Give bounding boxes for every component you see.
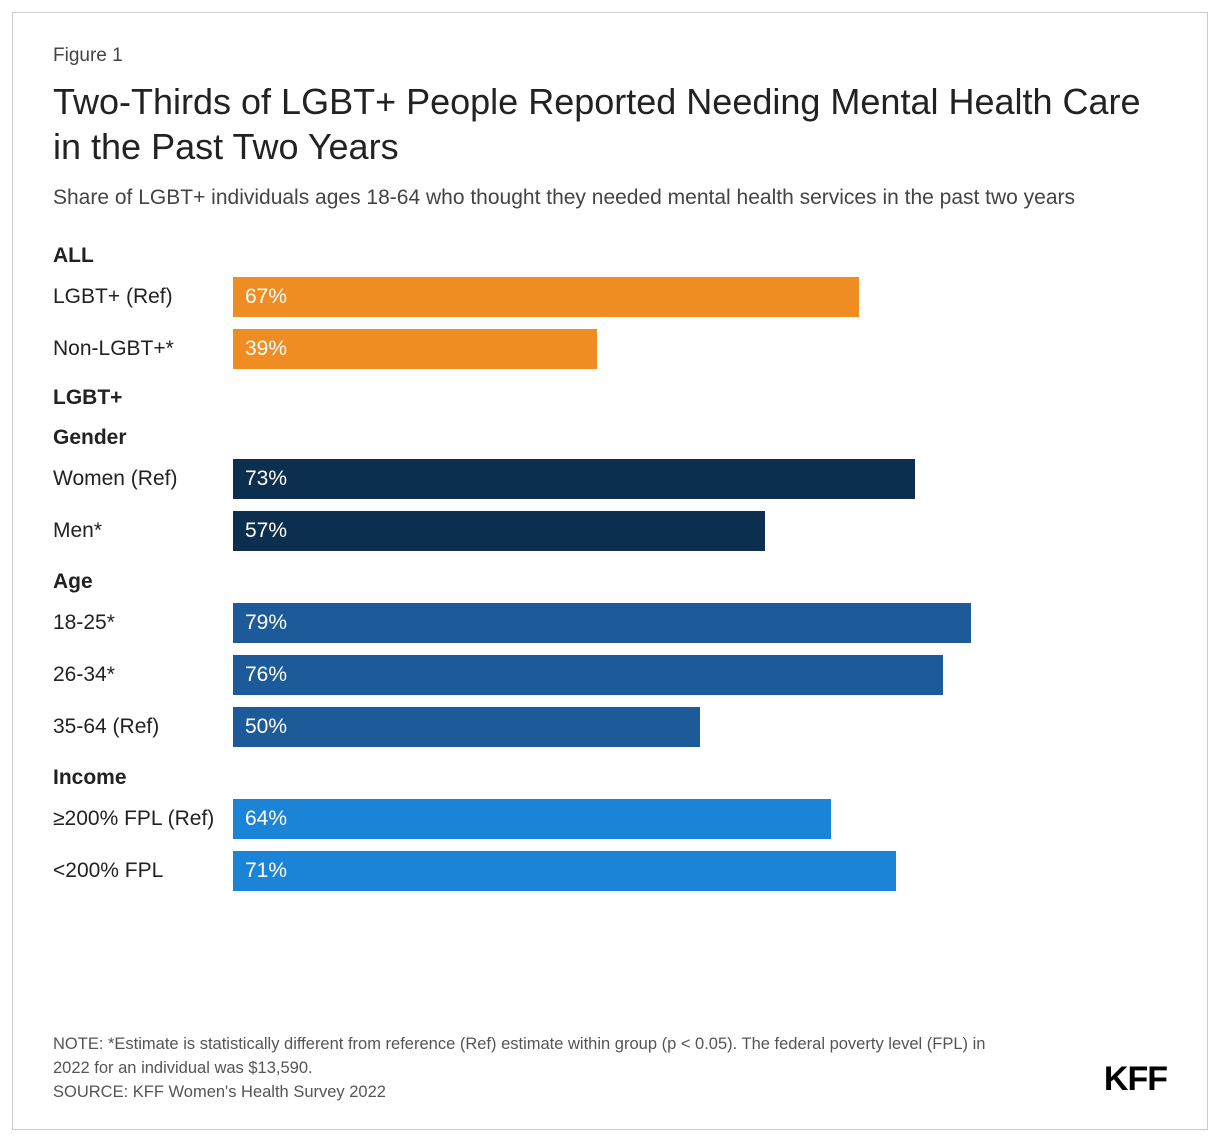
bar-row: ≥200% FPL (Ref)64% (53, 796, 1167, 842)
chart-container: Figure 1 Two-Thirds of LGBT+ People Repo… (12, 12, 1208, 1130)
bar-row: Men*57% (53, 508, 1167, 554)
bar-track: 57% (233, 511, 1167, 551)
row-label: ≥200% FPL (Ref) (53, 807, 233, 831)
bar-track: 76% (233, 655, 1167, 695)
row-label: 18-25* (53, 611, 233, 635)
bar: 57% (233, 511, 765, 551)
bar-track: 73% (233, 459, 1167, 499)
bar: 50% (233, 707, 700, 747)
bar-row: Non-LGBT+*39% (53, 326, 1167, 372)
bar-track: 50% (233, 707, 1167, 747)
bar: 79% (233, 603, 971, 643)
bar-row: 18-25*79% (53, 600, 1167, 646)
bar-row: 35-64 (Ref)50% (53, 704, 1167, 750)
subgroup-header: Gender (53, 416, 1167, 456)
group-header: ALL (53, 236, 1167, 274)
chart-title: Two-Thirds of LGBT+ People Reported Need… (53, 79, 1167, 169)
bar-track: 64% (233, 799, 1167, 839)
bar-row: <200% FPL71% (53, 848, 1167, 894)
figure-label: Figure 1 (53, 45, 1167, 67)
chart-body: ALLLGBT+ (Ref)67%Non-LGBT+*39%LGBT+Gende… (53, 236, 1167, 1015)
row-label: Men* (53, 519, 233, 543)
row-label: <200% FPL (53, 859, 233, 883)
chart-footer: NOTE: *Estimate is statistically differe… (53, 1033, 1167, 1105)
bar: 71% (233, 851, 896, 891)
chart-subtitle: Share of LGBT+ individuals ages 18-64 wh… (53, 183, 1167, 212)
bar-track: 71% (233, 851, 1167, 891)
subgroup-header: Age (53, 560, 1167, 600)
bar-track: 67% (233, 277, 1167, 317)
bar: 76% (233, 655, 943, 695)
subgroup-header: Income (53, 756, 1167, 796)
row-label: LGBT+ (Ref) (53, 285, 233, 309)
bar-row: Women (Ref)73% (53, 456, 1167, 502)
bar: 39% (233, 329, 597, 369)
bar-row: 26-34*76% (53, 652, 1167, 698)
footer-source: SOURCE: KFF Women's Health Survey 2022 (53, 1081, 1013, 1105)
footer-text: NOTE: *Estimate is statistically differe… (53, 1033, 1013, 1105)
row-label: Women (Ref) (53, 467, 233, 491)
bar: 73% (233, 459, 915, 499)
bar: 67% (233, 277, 859, 317)
bar: 64% (233, 799, 831, 839)
row-label: 26-34* (53, 663, 233, 687)
row-label: 35-64 (Ref) (53, 715, 233, 739)
footer-note: NOTE: *Estimate is statistically differe… (53, 1033, 1013, 1081)
group-header: LGBT+ (53, 378, 1167, 416)
bar-track: 79% (233, 603, 1167, 643)
kff-logo: KFF (1104, 1060, 1167, 1105)
bar-track: 39% (233, 329, 1167, 369)
bar-row: LGBT+ (Ref)67% (53, 274, 1167, 320)
row-label: Non-LGBT+* (53, 337, 233, 361)
